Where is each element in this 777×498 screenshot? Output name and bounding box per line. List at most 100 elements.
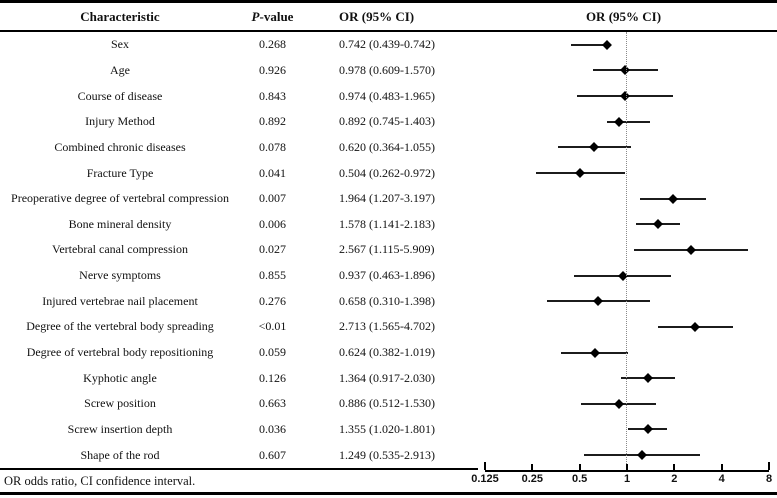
table-row: Injured vertebrae nail placement 0.276 0.6… (0, 288, 777, 314)
row-characteristic: Kyphotic angle (83, 370, 157, 385)
row-characteristic: Course of disease (77, 88, 163, 103)
row-plot-cell (470, 263, 777, 289)
table-row: Screw position 0.663 0.886 (0.512-1.530) (0, 391, 777, 417)
axis-tick-label: 0.125 (471, 473, 499, 485)
reference-line-or-1 (626, 32, 627, 470)
row-plot-strip (485, 135, 769, 161)
axis-tick-label: 1 (623, 473, 631, 485)
row-characteristic: Age (110, 62, 130, 77)
row-p-value: 0.843 (259, 88, 286, 103)
or-diamond-marker (686, 244, 697, 255)
ci-line (606, 120, 651, 123)
table-row: Shape of the rod 0.607 1.249 (0.535-2.913) (0, 442, 777, 468)
row-plot-cell (470, 365, 777, 391)
row-plot-strip (485, 83, 769, 109)
axis-tick-label: 8 (765, 473, 773, 485)
row-characteristic: Vertebral canal compression (52, 242, 188, 257)
table-row: Injury Method 0.892 0.892 (0.745-1.403) (0, 109, 777, 135)
row-characteristic: Degree of vertebral body repositioning (26, 345, 214, 359)
or-diamond-marker (589, 347, 600, 358)
axis-tick (578, 464, 581, 470)
top-border (0, 0, 777, 3)
row-characteristic: Fracture Type (86, 165, 154, 180)
axis-tick (768, 462, 770, 470)
row-p-value: 0.663 (259, 396, 286, 411)
or-diamond-marker (613, 398, 624, 409)
row-p-value: 0.041 (259, 165, 286, 180)
row-characteristic: Degree of the vertebral body spreading (26, 319, 214, 334)
row-plot-cell (470, 32, 777, 58)
row-or-ci-text: 1.249 (0.535-2.913) (339, 447, 435, 462)
table-row: Vertebral canal compression 0.027 2.567 (1… (0, 237, 777, 263)
header-underline (0, 30, 777, 32)
row-plot-strip (485, 391, 769, 417)
row-characteristic: Sex (111, 37, 129, 52)
axis-tick-label: 0.5 (572, 473, 588, 485)
row-or-ci-text: 0.620 (0.364-1.055) (339, 139, 435, 154)
row-plot-cell (470, 135, 777, 161)
row-p-value: 0.027 (259, 242, 286, 257)
row-plot-cell (470, 340, 777, 366)
row-characteristic: Shape of the rod (80, 447, 160, 462)
table-row: Preoperative degree of vertebral compres… (0, 186, 777, 212)
row-or-ci-text: 1.364 (0.917-2.030) (339, 370, 435, 385)
row-characteristic: Preoperative degree of vertebral compres… (11, 191, 229, 206)
or-diamond-marker (668, 193, 679, 204)
axis-tick (673, 464, 676, 470)
footnote: OR odds ratio, CI confidence interval. (4, 474, 196, 488)
or-diamond-marker (589, 142, 600, 153)
table-row: Combined chronic diseases 0.078 0.620 (0.3… (0, 135, 777, 161)
x-axis: 0.125 0.25 0.5 1 2 4 8 (471, 462, 772, 485)
row-plot-strip (485, 263, 769, 289)
row-or-ci-text: 0.886 (0.512-1.530) (339, 396, 435, 411)
row-characteristic: Screw position (84, 396, 156, 411)
row-or-ci-text: 0.978 (0.609-1.570) (339, 62, 435, 77)
table-row: Sex 0.268 0.742 (0.439-0.742) (0, 32, 777, 58)
table-bottom-rule (0, 468, 478, 470)
row-plot-strip (485, 237, 769, 263)
table-row: Degree of the vertebral body spreading <0… (0, 314, 777, 340)
axis-tick (626, 464, 628, 470)
row-p-value: 0.078 (259, 139, 286, 154)
row-p-value: 0.006 (259, 216, 286, 231)
or-diamond-marker (614, 116, 625, 127)
row-p-value: 0.276 (259, 293, 286, 308)
row-or-ci-text: 1.964 (1.207-3.197) (339, 191, 435, 206)
row-plot-cell (470, 314, 777, 340)
axis-tick (531, 464, 534, 470)
or-diamond-marker (575, 168, 586, 178)
table-row: Bone mineral density 0.006 1.578 (1.141-2.… (0, 211, 777, 237)
row-p-value: 0.126 (259, 370, 286, 385)
or-diamond-marker (653, 219, 664, 230)
axis-tick-label: 2 (671, 473, 678, 485)
row-or-ci-text: 0.504 (0.262-0.972) (339, 165, 435, 180)
row-p-value: 0.926 (259, 62, 286, 77)
row-p-value: 0.892 (259, 114, 286, 129)
ci-line (570, 43, 607, 46)
axis-tick-label: 4 (718, 473, 725, 485)
row-plot-strip (485, 186, 769, 212)
row-p-value: 0.059 (259, 345, 286, 359)
row-characteristic: Screw insertion depth (67, 421, 173, 436)
row-plot-strip (485, 365, 769, 391)
row-plot-cell (470, 211, 777, 237)
axis-tick (484, 462, 486, 470)
row-plot-cell (470, 417, 777, 443)
or-diamond-marker (690, 321, 701, 332)
header-characteristic: Characteristic (80, 9, 160, 24)
row-plot-strip (485, 160, 769, 186)
row-plot-cell (470, 391, 777, 417)
row-plot-cell (470, 160, 777, 186)
row-or-ci-text: 2.567 (1.115-5.909) (339, 242, 435, 257)
axis-tick (720, 464, 723, 470)
row-characteristic: Injury Method (85, 114, 155, 129)
row-characteristic: Injured vertebrae nail placement (42, 293, 198, 308)
table-row: Screw insertion depth 0.036 1.355 (1.020-1… (0, 417, 777, 443)
header-p-rest: -value (259, 9, 294, 24)
row-or-ci-text: 0.937 (0.463-1.896) (339, 268, 435, 283)
or-diamond-marker (593, 296, 604, 307)
row-characteristic: Combined chronic diseases (54, 139, 186, 154)
row-or-ci-text: 1.578 (1.141-2.183) (339, 216, 435, 231)
row-p-value: 0.268 (259, 37, 286, 52)
